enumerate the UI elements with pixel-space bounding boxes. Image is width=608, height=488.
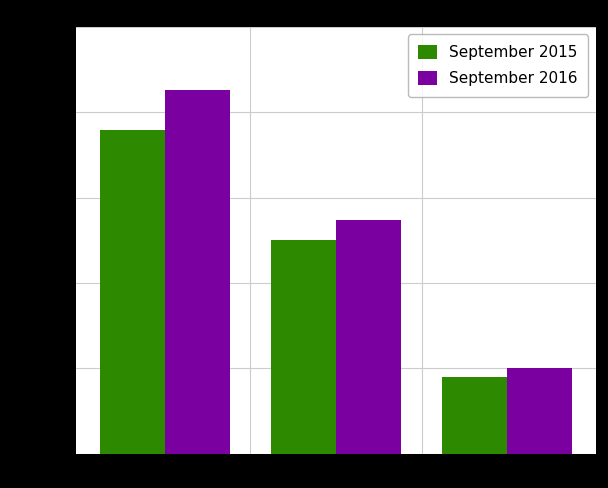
Legend: September 2015, September 2016: September 2015, September 2016	[408, 35, 588, 97]
Bar	[442, 377, 507, 454]
Bar	[165, 90, 230, 454]
Bar	[100, 130, 165, 454]
Bar	[336, 220, 401, 454]
Bar	[507, 368, 572, 454]
Bar	[271, 240, 336, 454]
